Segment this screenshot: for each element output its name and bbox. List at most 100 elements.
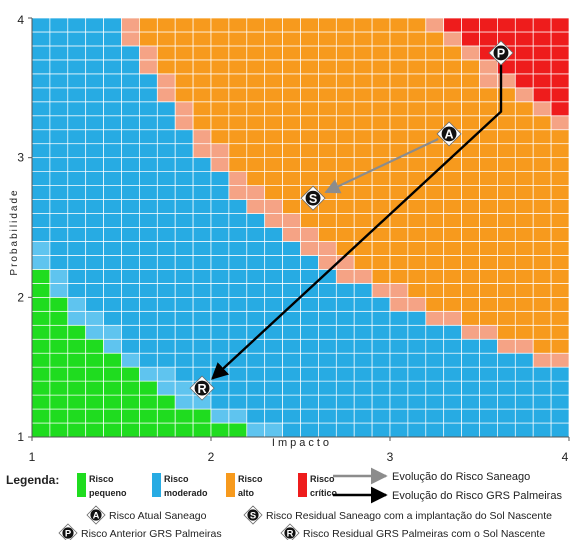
heatmap-cell bbox=[389, 352, 409, 368]
heatmap-cell bbox=[497, 171, 516, 186]
heatmap-cell bbox=[282, 129, 301, 145]
heatmap-cell bbox=[49, 213, 69, 228]
heatmap-cell bbox=[31, 338, 51, 354]
heatmap-cell bbox=[532, 213, 552, 228]
heatmap-cell bbox=[514, 227, 534, 242]
heatmap-cell bbox=[371, 171, 391, 186]
heatmap-cell bbox=[497, 296, 516, 312]
heatmap-cell bbox=[425, 45, 445, 61]
heatmap-cell bbox=[85, 422, 104, 438]
heatmap-cell bbox=[210, 422, 230, 438]
heatmap-cell bbox=[461, 31, 480, 47]
heatmap-cell bbox=[174, 31, 194, 47]
heatmap-cell bbox=[443, 213, 462, 228]
heatmap-cell bbox=[31, 296, 51, 312]
heatmap-cell bbox=[532, 352, 552, 368]
heatmap-cell bbox=[121, 380, 140, 396]
heatmap-cell bbox=[228, 185, 248, 200]
marker-letter: R bbox=[287, 529, 294, 540]
heatmap-cell bbox=[479, 241, 498, 256]
heatmap-cell bbox=[407, 241, 427, 256]
heatmap-cell bbox=[103, 283, 122, 298]
heatmap-cell bbox=[497, 227, 516, 242]
marker-letter: S bbox=[309, 192, 317, 206]
heatmap-cell bbox=[174, 17, 194, 33]
heatmap-cell bbox=[514, 422, 534, 438]
heatmap-cell bbox=[425, 338, 445, 354]
heatmap-cell bbox=[353, 366, 373, 382]
heatmap-cell bbox=[353, 129, 373, 145]
heatmap-cell bbox=[425, 59, 445, 75]
heatmap-cell bbox=[49, 45, 69, 61]
heatmap-cell bbox=[85, 269, 104, 284]
legend-swatch bbox=[298, 473, 307, 497]
marker-circle bbox=[441, 126, 457, 142]
heatmap-cell bbox=[139, 185, 158, 200]
heatmap-cell bbox=[532, 255, 552, 270]
heatmap-cell bbox=[443, 101, 462, 117]
heatmap-cell bbox=[156, 283, 176, 298]
heatmap-cell bbox=[532, 380, 552, 396]
heatmap-cell bbox=[353, 269, 373, 284]
heatmap-cell bbox=[282, 185, 301, 200]
heatmap-cell bbox=[264, 338, 283, 354]
heatmap-cell bbox=[156, 269, 176, 284]
heatmap-cell bbox=[443, 31, 462, 47]
heatmap-cell bbox=[210, 338, 230, 354]
heatmap-cell bbox=[31, 394, 51, 410]
heatmap-cell bbox=[407, 213, 427, 228]
heatmap-cell bbox=[264, 199, 283, 214]
heatmap-cell bbox=[121, 31, 140, 47]
heatmap-cell bbox=[425, 185, 445, 200]
heatmap-cell bbox=[228, 366, 248, 382]
heatmap-cell bbox=[443, 87, 462, 103]
heatmap-cell bbox=[514, 324, 534, 340]
heatmap-cell bbox=[228, 296, 248, 312]
heatmap-cell bbox=[174, 171, 194, 186]
heatmap-cell bbox=[497, 241, 516, 256]
heatmap-cell bbox=[443, 296, 462, 312]
heatmap-cell bbox=[461, 129, 480, 145]
marker-letter: P bbox=[497, 47, 505, 61]
heatmap-cell bbox=[228, 87, 248, 103]
heatmap-cell bbox=[103, 408, 122, 424]
heatmap-cell bbox=[479, 185, 498, 200]
legend-zone-line2: alto bbox=[238, 488, 255, 498]
heatmap-cell bbox=[264, 171, 283, 186]
heatmap-cell bbox=[246, 213, 266, 228]
heatmap-cell bbox=[353, 31, 373, 47]
heatmap-cell bbox=[479, 17, 498, 33]
heatmap-cell bbox=[389, 17, 409, 33]
heatmap-cell bbox=[246, 408, 266, 424]
legend-marker-icon: A bbox=[86, 505, 106, 525]
heatmap-cell bbox=[479, 87, 498, 103]
heatmap-cell bbox=[246, 143, 266, 159]
heatmap-cell bbox=[335, 199, 355, 214]
heatmap-cell bbox=[443, 227, 462, 242]
heatmap-cell bbox=[85, 241, 104, 256]
heatmap-cell bbox=[264, 213, 283, 228]
heatmap-cell bbox=[174, 352, 194, 368]
heatmap-cell bbox=[49, 394, 69, 410]
heatmap-cell bbox=[497, 408, 516, 424]
heatmap-cell bbox=[318, 87, 337, 103]
heatmap-cell bbox=[156, 352, 176, 368]
heatmap-cell bbox=[67, 422, 87, 438]
heatmap-cell bbox=[461, 338, 480, 354]
heatmap-cell bbox=[174, 185, 194, 200]
heatmap-cell bbox=[174, 408, 194, 424]
heatmap-cell bbox=[335, 73, 355, 89]
heatmap-cell bbox=[497, 157, 516, 172]
heatmap-cell bbox=[246, 31, 266, 47]
heatmap-cell bbox=[371, 241, 391, 256]
heatmap-cell bbox=[407, 115, 427, 131]
marker-circle bbox=[305, 190, 321, 206]
heatmap-cell bbox=[407, 87, 427, 103]
heatmap-cell bbox=[49, 269, 69, 284]
heatmap-cell bbox=[103, 352, 122, 368]
heatmap-cell bbox=[49, 366, 69, 382]
legend-marker-p: P Risco Anterior GRS Palmeiras bbox=[58, 523, 222, 540]
heatmap-cell bbox=[139, 269, 158, 284]
heatmap-cell bbox=[85, 31, 104, 47]
heatmap-cell bbox=[210, 171, 230, 186]
